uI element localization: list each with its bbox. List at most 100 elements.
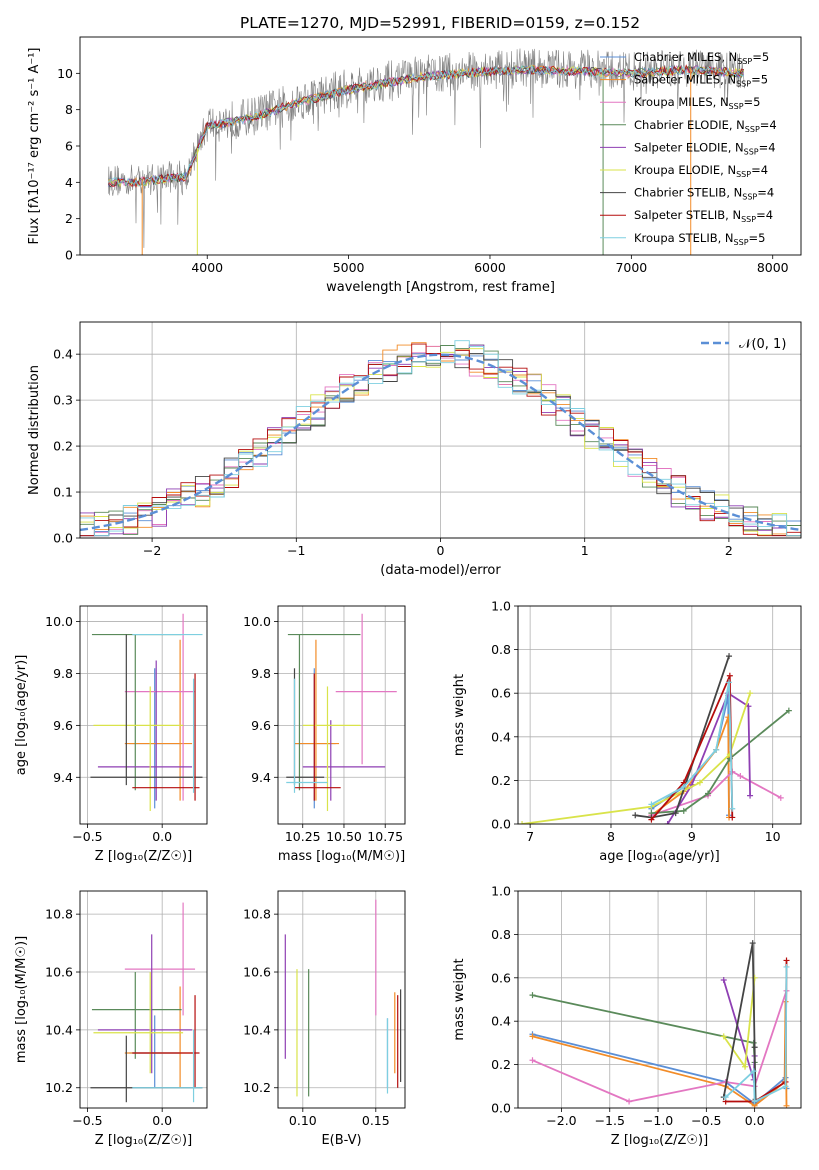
- residual-histogram: [80, 340, 801, 537]
- x-tick-label: 6000: [474, 260, 506, 275]
- x-axis-label: E(B-V): [321, 1133, 361, 1148]
- x-tick-label: 1: [581, 543, 589, 558]
- axes-frame: [517, 890, 802, 1109]
- x-tick-label: 10.50: [326, 829, 362, 844]
- legend-label: Kroupa STELIB, NSSP=5: [634, 231, 765, 247]
- legend-label: Chabrier ELODIE, NSSP=4: [634, 118, 777, 134]
- panel-weight-vs-age: 7 8 9 10 0.0 0.2 0.4 0.6 0.8 1.0 age [log₁₀(age/yr…: [452, 599, 802, 864]
- legend-label: Chabrier STELIB, NSSP=4: [634, 186, 774, 202]
- x-tick-label: 2: [725, 543, 733, 558]
- weight-point-marker: [529, 992, 536, 999]
- y-tick-label: 0.2: [491, 1057, 511, 1072]
- weight-point-marker: [747, 792, 754, 799]
- y-tick-label: 10.8: [243, 907, 271, 922]
- weight-series-line: [532, 1001, 788, 1107]
- weight-point-marker: [529, 1057, 536, 1064]
- x-tick-label: 9: [688, 829, 696, 844]
- axes-frame: [79, 605, 208, 825]
- weight-point-marker: [737, 773, 744, 780]
- weight-point-marker: [529, 1033, 536, 1040]
- weight-point-marker: [741, 1063, 748, 1070]
- plot-area: [90, 902, 203, 1103]
- weight-point-marker: [648, 816, 655, 823]
- y-tick-label: 0.0: [491, 817, 511, 832]
- weight-point-marker: [680, 783, 687, 790]
- weight-point-marker: [750, 1068, 757, 1075]
- plot-area: [80, 340, 801, 537]
- panel-mass-vs-Z: −0.5 0.0 10.2 10.4 10.6 10.8 Z [log₁₀(Z/Z☉)] ma…: [14, 890, 208, 1148]
- y-tick-label: 4: [65, 175, 73, 190]
- weight-point-marker: [785, 707, 792, 714]
- x-tick-label: 0: [437, 543, 445, 558]
- y-tick-label: 9.6: [251, 718, 271, 733]
- axes-frame: [79, 321, 802, 539]
- weight-point-marker: [626, 1098, 633, 1105]
- weight-point-marker: [729, 805, 736, 812]
- weight-series-line: [532, 994, 756, 1063]
- plot-area: [107, 48, 745, 255]
- y-tick-label: 10.0: [243, 614, 271, 629]
- x-tick-label: 8000: [757, 260, 789, 275]
- y-axis-label: age [log₁₀(age/yr)]: [14, 655, 29, 776]
- plot-area: [529, 940, 790, 1108]
- weight-point-marker: [648, 801, 655, 808]
- model-spectrum-line: [108, 64, 744, 187]
- x-axis-label: (data-model)/error: [380, 563, 501, 578]
- weight-point-marker: [729, 814, 736, 821]
- y-tick-label: 0.1: [53, 485, 73, 500]
- weight-point-marker: [751, 1098, 758, 1105]
- y-tick-label: 0.0: [53, 531, 73, 546]
- y-tick-label: 10.0: [45, 614, 73, 629]
- panel-spectrum: 4000 5000 6000 7000 8000 0 2 4 6 8 10 wavelength [A…: [27, 36, 802, 295]
- weight-point-marker: [726, 679, 733, 686]
- panel-weight-vs-Z: −2.0 −1.5 −1.0 −0.5 0.0 0.0 0.2 0.4 0.6 0.8 1.0 Z […: [452, 884, 802, 1148]
- x-axis-label: wavelength [Angstrom, rest frame]: [326, 280, 555, 295]
- x-tick-label: 7: [526, 829, 534, 844]
- x-tick-label: 10: [765, 829, 781, 844]
- legend-label: 𝒩(0, 1): [739, 337, 786, 352]
- plot-area: [519, 653, 792, 824]
- panel-residuals: −2 −1 0 1 2 0.0 0.1 0.2 0.3 0.4 (data-model)/error…: [27, 321, 802, 578]
- x-axis-label: Z [log₁₀(Z/Z☉)]: [611, 1133, 708, 1148]
- weight-point-marker: [672, 810, 679, 817]
- y-tick-label: 10.2: [45, 1080, 73, 1095]
- y-tick-label: 10.4: [45, 1022, 73, 1037]
- y-tick-label: 0.4: [53, 347, 73, 362]
- x-tick-label: 7000: [615, 260, 647, 275]
- y-axis-label: Normed distribution: [27, 365, 42, 495]
- weight-point-marker: [783, 963, 790, 970]
- x-tick-label: −2.0: [546, 1113, 576, 1128]
- weight-point-marker: [751, 1044, 758, 1051]
- y-tick-label: 9.6: [53, 718, 73, 733]
- weight-point-marker: [705, 790, 712, 797]
- y-tick-label: 9.4: [251, 770, 271, 785]
- weight-series-line: [722, 977, 756, 1070]
- legend-label: Salpeter STELIB, NSSP=4: [634, 208, 773, 224]
- y-axis-label: mass weight: [452, 958, 467, 1040]
- plot-area: [284, 899, 402, 1097]
- x-tick-label: 0.0: [745, 1113, 765, 1128]
- weight-point-marker: [632, 812, 639, 819]
- y-tick-label: 0.4: [491, 1014, 511, 1029]
- weight-point-marker: [713, 746, 720, 753]
- axes-frame: [277, 890, 406, 1109]
- x-tick-label: 5000: [333, 260, 365, 275]
- weight-series-line: [521, 692, 751, 824]
- x-tick-label: −1.0: [643, 1113, 673, 1128]
- y-tick-label: 8: [65, 102, 73, 117]
- y-axis-label: mass weight: [452, 674, 467, 756]
- y-tick-label: 1.0: [491, 884, 511, 899]
- weight-point-marker: [720, 1033, 727, 1040]
- axes-frame: [79, 36, 802, 256]
- y-tick-label: 6: [65, 139, 73, 154]
- weight-point-marker: [749, 940, 756, 947]
- weight-point-marker: [726, 672, 733, 679]
- y-tick-label: 0.2: [53, 439, 73, 454]
- weight-point-marker: [519, 821, 526, 824]
- x-tick-label: 10.75: [367, 829, 403, 844]
- x-axis-label: age [log₁₀(age/yr)]: [599, 849, 720, 864]
- y-tick-label: 0.6: [491, 686, 511, 701]
- x-tick-label: −0.5: [72, 829, 102, 844]
